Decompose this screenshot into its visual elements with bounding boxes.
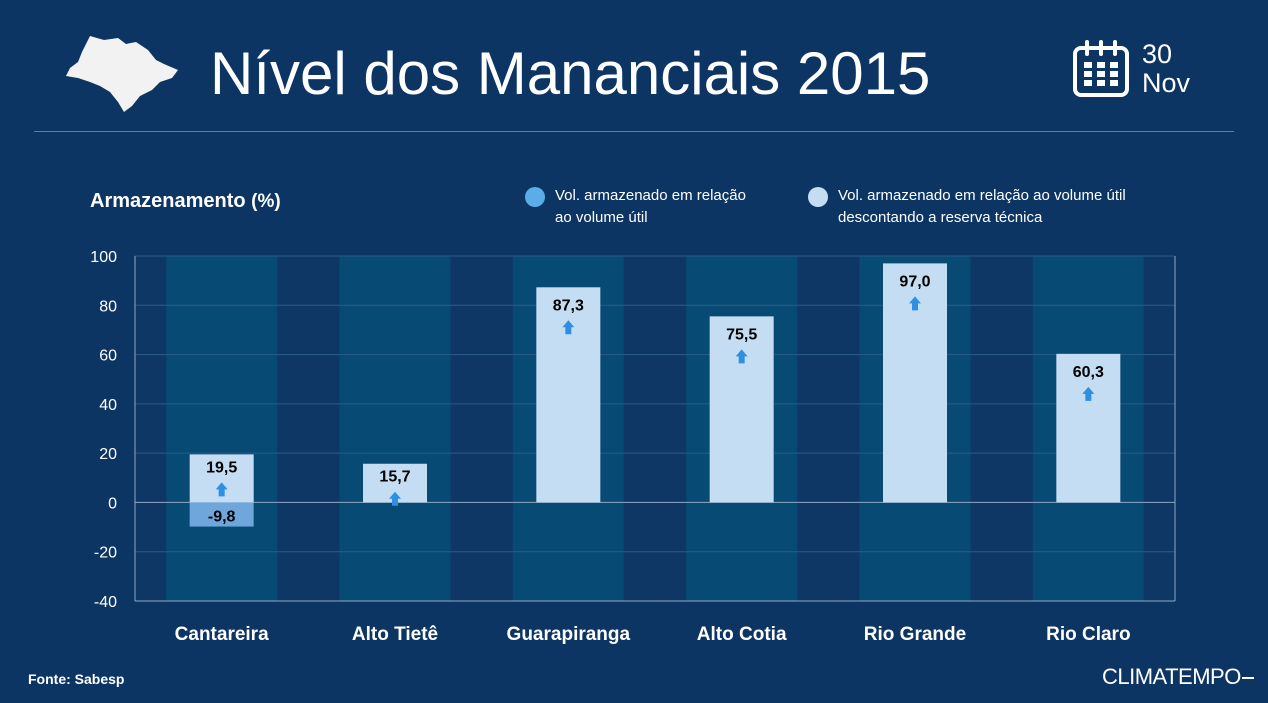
source-label: Fonte: Sabesp	[28, 671, 125, 687]
legend-label-line: Vol. armazenado em relação ao volume úti…	[838, 187, 1126, 204]
bar	[1056, 353, 1121, 503]
bar-value-label: 15,7	[379, 469, 410, 486]
bar-value-label: 97,0	[899, 273, 930, 290]
legend-item-volume-util: Vol. armazenado em relação ao volume úti…	[525, 185, 746, 229]
y-axis-title-unit: (%)	[251, 191, 281, 212]
calendar-icon	[1072, 40, 1130, 103]
date-label: 30 Nov	[1142, 40, 1190, 98]
y-tick-label: 0	[108, 495, 117, 512]
brand-mark	[1241, 677, 1254, 680]
x-tick-label: Alto Cotia	[697, 624, 787, 645]
legend-label-line: ao volume útil	[555, 209, 648, 226]
bar-value-label: 19,5	[206, 459, 237, 476]
date-day: 30	[1142, 39, 1173, 69]
y-tick-label: 80	[99, 298, 117, 315]
y-axis-title-main: Armazenamento	[90, 190, 246, 212]
trend-up-arrow-icon	[909, 296, 921, 311]
trend-up-arrow-icon	[215, 482, 228, 497]
x-tick-label: Guarapiranga	[507, 624, 631, 645]
x-tick-label: Rio Grande	[864, 624, 966, 645]
legend-label: Vol. armazenado em relação ao volume úti…	[555, 185, 746, 229]
trend-up-arrow-icon	[1082, 386, 1095, 401]
brand-text: CLIMATEMPO	[1102, 664, 1241, 689]
bar-negative	[189, 502, 254, 527]
legend-swatch	[808, 187, 828, 207]
header-divider	[34, 131, 1234, 132]
legend-swatch	[525, 187, 545, 207]
trend-up-arrow-icon	[389, 491, 401, 506]
trend-up-arrow-icon	[562, 320, 575, 335]
legend-label: Vol. armazenado em relação ao volume úti…	[838, 185, 1126, 229]
bar	[709, 316, 774, 503]
brand-logo: CLIMATEMPO	[1102, 664, 1254, 690]
legend-item-reserva-tecnica: Vol. armazenado em relação ao volume úti…	[808, 185, 1126, 229]
legend-label-line: descontando a reserva técnica	[838, 209, 1043, 226]
y-tick-label: 40	[99, 397, 117, 414]
y-tick-label: 60	[99, 348, 117, 365]
x-tick-label: Rio Claro	[1046, 624, 1130, 645]
bar-value-label: 75,5	[726, 326, 757, 343]
y-tick-label: -40	[94, 594, 117, 611]
y-tick-label: -20	[94, 545, 117, 562]
sao-paulo-map-icon	[60, 30, 184, 119]
page-title: Nível dos Mananciais 2015	[210, 40, 931, 107]
y-tick-label: 100	[90, 249, 117, 266]
bar-value-label: 60,3	[1073, 364, 1104, 381]
x-tick-label: Alto Tietê	[352, 624, 438, 645]
trend-up-arrow-icon	[735, 349, 748, 364]
bar	[536, 287, 601, 503]
date-month: Nov	[1142, 68, 1191, 98]
bar-negative-value-label: -9,8	[208, 508, 236, 525]
x-tick-label: Cantareira	[175, 624, 269, 645]
plot-area	[135, 256, 1175, 601]
y-tick-label: 20	[99, 446, 117, 463]
category-band	[166, 256, 278, 601]
category-band	[339, 256, 451, 601]
legend-label-line: Vol. armazenado em relação	[555, 187, 746, 204]
y-axis-title: Armazenamento (%)	[90, 190, 281, 213]
bar-value-label: 87,3	[553, 297, 584, 314]
